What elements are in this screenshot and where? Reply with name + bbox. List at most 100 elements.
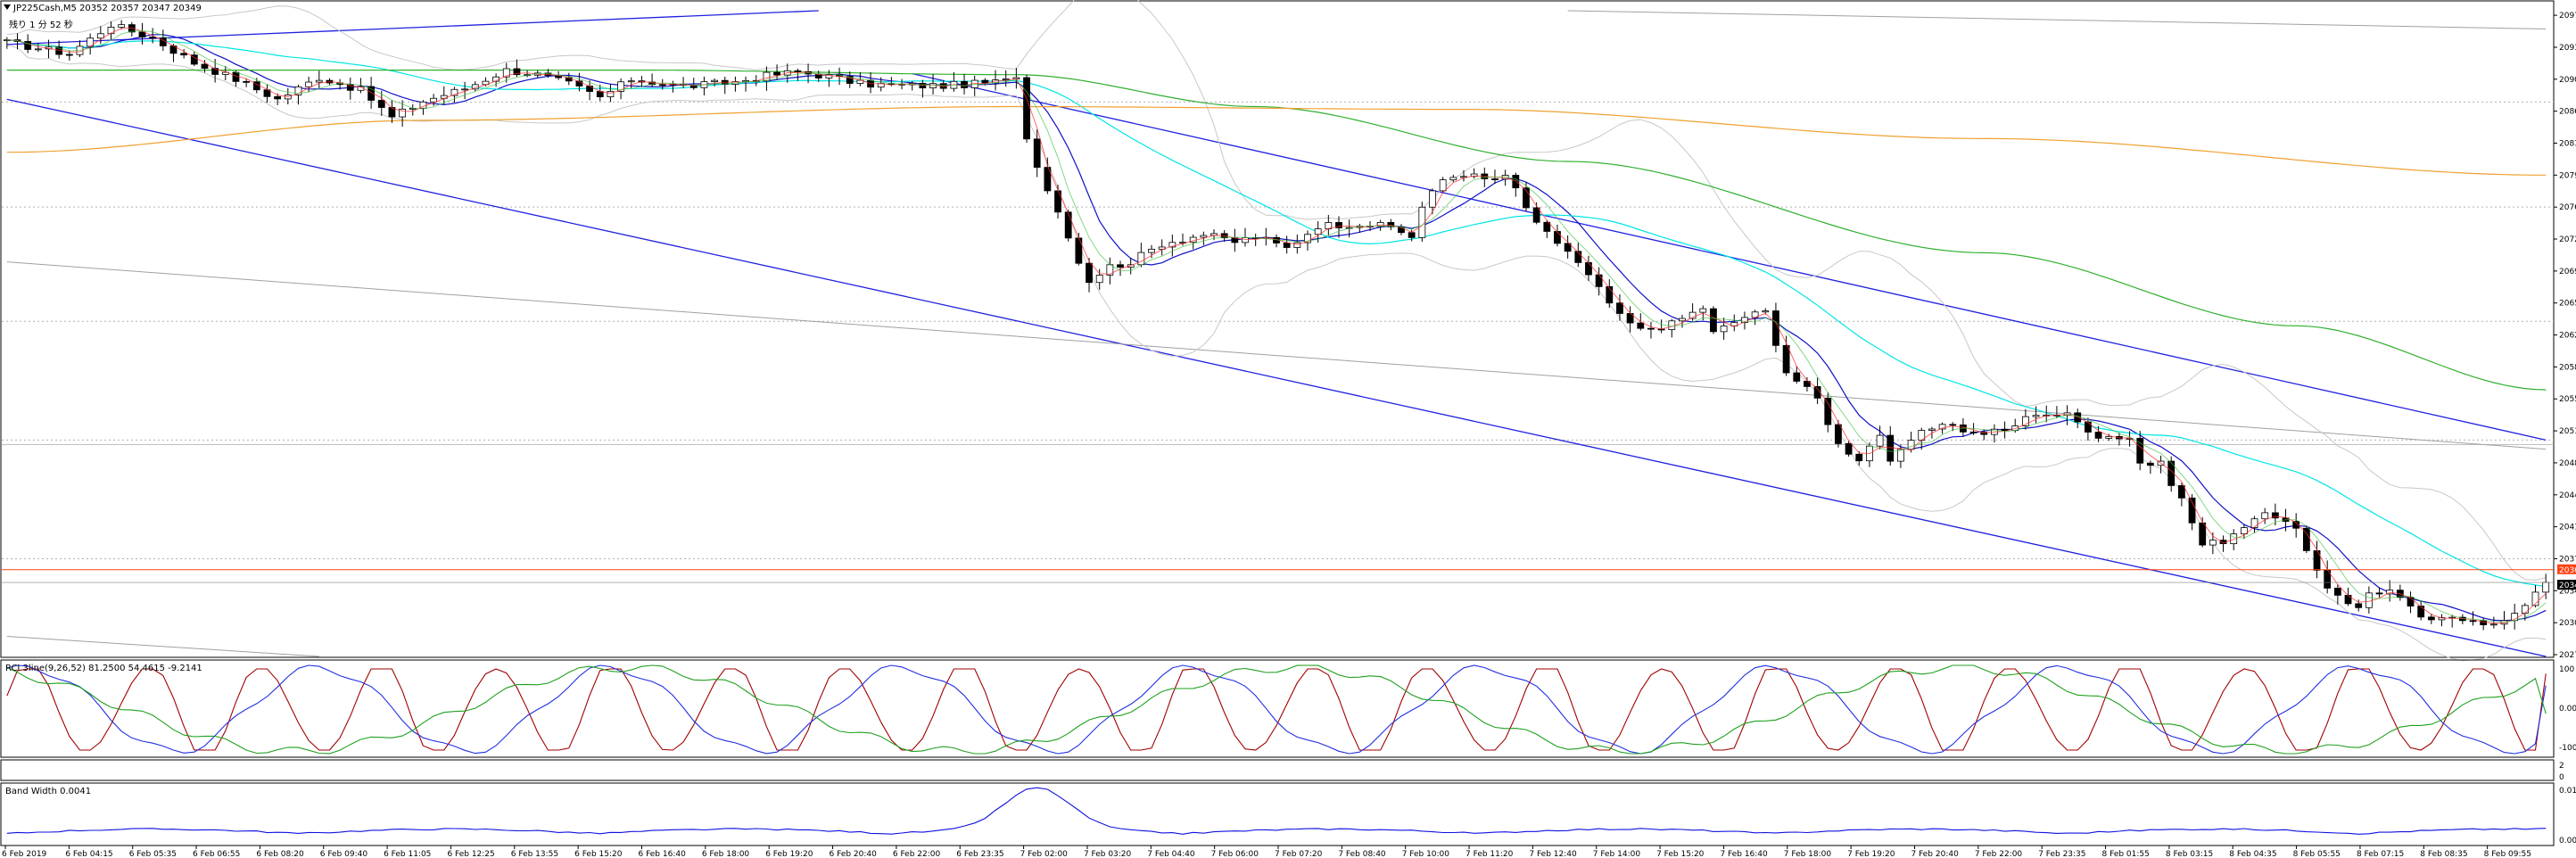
time-axis-label: 8 Feb 04:35 — [2229, 850, 2276, 858]
trendline[interactable] — [6, 98, 2547, 657]
time-axis-label: 6 Feb 23:35 — [956, 850, 1003, 858]
candle-body — [201, 63, 209, 70]
time-axis-label: 6 Feb 19:20 — [765, 850, 813, 858]
candle-body — [1242, 237, 1249, 243]
bid-tag-background — [2557, 580, 2576, 590]
candle-body — [1938, 424, 1946, 430]
price-axis-label: 20410 — [2559, 524, 2576, 532]
time-axis-label: 6 Feb 06:55 — [193, 850, 240, 858]
candle-body — [1835, 424, 1842, 444]
chart-menu-arrow-icon[interactable] — [4, 4, 11, 10]
time-axis-label: 8 Feb 05:55 — [2293, 850, 2341, 858]
bandwidth-panel-border — [0, 782, 2555, 846]
time-axis-label: 6 Feb 11:05 — [384, 850, 431, 858]
candle-body — [305, 81, 313, 87]
price-axis-label: 20480 — [2559, 459, 2576, 468]
bid-ask-lines — [2, 569, 2554, 583]
candle-body — [1023, 77, 1030, 140]
price-axis-label: 20340 — [2559, 587, 2576, 596]
candle-body — [2199, 522, 2207, 546]
candle-body — [2365, 592, 2373, 608]
ask-price-tag: 20363 — [2557, 564, 2576, 575]
time-axis-label: 6 Feb 13:55 — [511, 850, 558, 858]
time-axis-label: 7 Feb 06:00 — [1211, 850, 1259, 858]
candle-body — [2302, 527, 2310, 551]
candle-body — [138, 31, 146, 37]
candle-body — [596, 91, 604, 97]
candle-body — [1148, 248, 1155, 253]
trendline[interactable] — [6, 636, 319, 657]
price-axis-label: 20585 — [2559, 363, 2576, 372]
price-axis[interactable]: 20970 20935 20900 20865 20830 20795 20760 20725… — [2554, 12, 2576, 660]
mid-ma-line — [6, 39, 2547, 588]
candle-body — [1095, 275, 1103, 284]
candle-body — [2292, 521, 2300, 529]
candle-body — [1491, 178, 1499, 180]
price-axis-label: 20935 — [2559, 44, 2576, 53]
rci-tick-mid: 0.00 — [2559, 705, 2576, 714]
candle-body — [1876, 434, 1884, 447]
price-axis-label: 20305 — [2559, 619, 2576, 628]
ask-tag-background — [2557, 564, 2576, 574]
bandwidth-line — [6, 787, 2547, 835]
candle-body — [617, 81, 624, 92]
time-axis-label: 6 Feb 09:40 — [320, 850, 368, 858]
bandwidth-panel[interactable]: Band Width 0.0041 0.0147 0.0003 — [0, 782, 2576, 846]
price-axis-label: 20760 — [2559, 203, 2576, 212]
candle-body — [1523, 187, 1530, 209]
time-axis-label: 7 Feb 16:40 — [1720, 850, 1768, 858]
bandwidth-title: Band Width 0.0041 — [5, 787, 91, 796]
candle-body — [1762, 310, 1770, 313]
candle-body — [2427, 616, 2435, 621]
trendline[interactable] — [1567, 10, 2547, 29]
candle-body — [1928, 428, 1936, 431]
price-axis-label: 20445 — [2559, 491, 2576, 500]
candle-body — [1168, 242, 1177, 248]
time-axis-label: 6 Feb 12:25 — [447, 850, 494, 858]
candle-body — [1086, 262, 1093, 284]
candle-body — [1314, 228, 1322, 235]
candle-body — [1845, 443, 1853, 455]
candle-body — [1897, 449, 1904, 462]
candle-body — [1335, 222, 1342, 228]
candle-body — [2105, 436, 2113, 439]
candle-body — [388, 107, 396, 118]
price-axis-label: 20970 — [2559, 12, 2576, 21]
candle-body — [1772, 310, 1779, 346]
candle-body — [34, 48, 42, 51]
candle-body — [274, 95, 282, 100]
candle-body — [2084, 421, 2092, 433]
candle-body — [2094, 432, 2102, 439]
candle-body — [2271, 512, 2279, 519]
candle-body — [763, 71, 771, 82]
rci-short-line — [6, 668, 2547, 751]
candle-body — [2355, 603, 2363, 608]
trendline-drawings[interactable] — [6, 10, 2547, 657]
rci-long-line — [6, 664, 2547, 755]
candle-body — [2146, 462, 2154, 466]
candle-body — [1408, 232, 1416, 238]
candle-body — [2167, 460, 2176, 486]
main-price-panel[interactable]: JP225Cash,M5 20352 20357 20347 20349 残り … — [0, 0, 2576, 662]
candle-body — [2136, 438, 2144, 464]
candle-body — [2261, 512, 2269, 520]
candle-body — [658, 84, 666, 87]
candle-body — [180, 53, 188, 56]
price-axis-label: 20865 — [2559, 108, 2576, 117]
trendline[interactable] — [6, 261, 2547, 450]
rci-panel[interactable]: RCI 3line(9,26,52) 81.2500 54.4615 -9.21… — [0, 659, 2576, 758]
candle-body — [1606, 285, 1614, 304]
time-axis[interactable]: 6 Feb 2019 6 Feb 04:15 6 Feb 05:35 6 Feb 06… — [2, 846, 2531, 858]
candle-body — [1668, 320, 1676, 330]
candle-body — [1064, 211, 1072, 239]
price-axis-label: 20270 — [2559, 651, 2576, 660]
time-axis-label: 8 Feb 09:55 — [2484, 850, 2531, 858]
candle-body — [1127, 264, 1135, 268]
empty-panel-tick-bottom: 0 — [2559, 773, 2564, 782]
candle-body — [1730, 322, 1738, 326]
time-axis-label: 7 Feb 20:40 — [1911, 850, 1960, 858]
time-axis-label: 6 Feb 16:40 — [639, 850, 687, 858]
empty-indicator-panel[interactable]: 2 0 — [0, 759, 2564, 782]
